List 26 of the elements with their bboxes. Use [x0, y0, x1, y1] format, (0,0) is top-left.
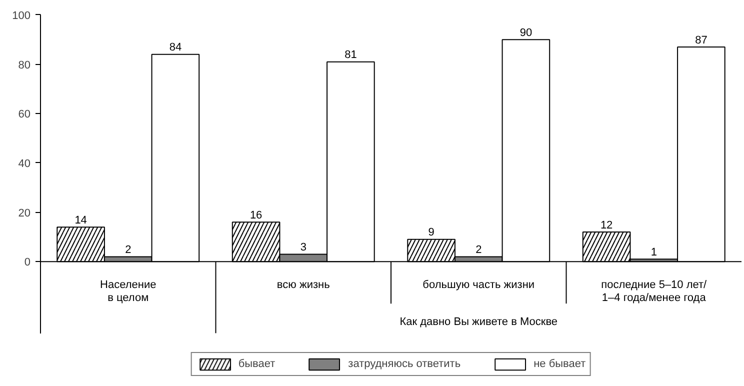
y-tick-label: 40	[18, 158, 31, 170]
data-label: 81	[344, 49, 357, 62]
y-tick-label: 0	[24, 256, 31, 269]
data-label: 2	[125, 244, 132, 256]
data-label: 14	[74, 214, 87, 226]
data-label: 3	[300, 242, 306, 254]
x-tick-label: большую часть жизни	[422, 278, 535, 291]
data-label: 16	[250, 209, 262, 222]
text: Как давно Вы живете в Москве	[400, 316, 558, 328]
data-label: 2	[476, 244, 482, 256]
y-tick-label: 100	[12, 10, 31, 22]
data-label: 12	[600, 219, 613, 232]
x-tick-label: Население в целом	[100, 278, 156, 304]
data-label: 90	[520, 26, 532, 39]
y-tick-label: 80	[18, 59, 31, 72]
y-tick-label: 20	[18, 207, 31, 220]
data-label: 1	[650, 246, 657, 258]
legend-label: бывает	[238, 358, 276, 370]
x-tick-label: последние 5–10 лет/ 1–4 года/менее года	[601, 278, 708, 304]
legend-label: затрудняюсь ответить	[348, 358, 461, 370]
legend-label: не бывает	[534, 358, 586, 370]
data-label: 9	[428, 226, 434, 239]
data-label: 87	[695, 34, 708, 46]
x-tick-label: всю жизнь	[276, 278, 330, 291]
data-label: 84	[169, 42, 182, 54]
y-tick-label: 60	[18, 108, 31, 121]
